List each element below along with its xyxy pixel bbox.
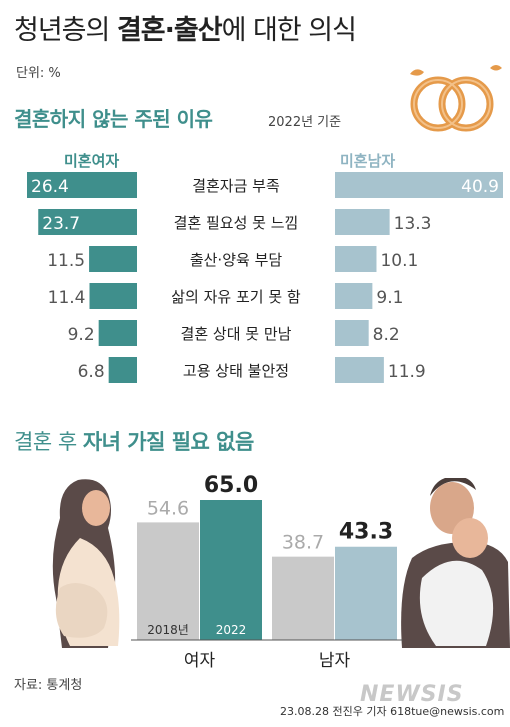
legend-2018: 2018년 [147,623,189,637]
legend-male: 미혼남자 [340,152,396,170]
section2-title: 결혼 후 자녀 가질 필요 없음 [14,430,254,454]
father-child-illustration [401,478,510,648]
bar-female-4 [98,320,137,346]
value-2018-1: 38.7 [282,532,324,554]
bar-male-0 [335,172,503,198]
bar-2018-0 [137,522,199,640]
bar-male-4 [335,320,369,346]
unit-label: 단위: % [16,66,61,81]
bar-female-5 [108,357,137,383]
bar-2022-1 [335,546,397,640]
bar-2022-0 [200,500,262,640]
value-male-2: 10.1 [380,251,418,271]
section1-title: 결혼하지 않는 주된 이유 [14,107,213,131]
pregnant-woman-illustration [52,479,120,648]
value-male-0: 40.9 [461,177,499,197]
group-label-1: 남자 [319,651,351,670]
no-children-bar-chart: 54.6 65.0 여자 2018년 2022 38.7 43.3 남자 [131,473,403,670]
bar-male-3 [335,283,373,309]
value-2022-0: 65.0 [204,473,258,498]
value-female-2: 11.5 [47,251,85,271]
category-label-3: 삶의 자유 포기 못 함 [171,288,301,306]
value-female-5: 6.8 [78,362,105,382]
category-label-1: 결혼 필요성 못 느낌 [174,214,299,232]
bar-female-0 [27,172,137,198]
value-male-3: 9.1 [376,288,403,308]
wedding-rings-icon [410,65,502,132]
watermark-logo: NEWSIS [360,682,464,707]
bar-male-5 [335,357,384,383]
page-title: 청년층의 결혼·출산에 대한 의식 [14,15,357,46]
category-label-5: 고용 상태 불안정 [183,362,289,380]
legend-2022: 2022 [216,623,247,637]
value-2022-1: 43.3 [339,520,393,545]
category-label-4: 결혼 상대 못 만남 [181,325,292,343]
category-label-0: 결혼자금 부족 [192,177,280,195]
reasons-bar-chart: 26.4 40.9 결혼자금 부족 23.7 13.3 결혼 필요성 못 느낌 11.5 10… [27,172,503,383]
bar-female-3 [89,283,137,309]
value-2018-0: 54.6 [147,497,189,519]
section1-note: 2022년 기준 [268,115,342,130]
legend-female: 미혼여자 [64,152,120,170]
value-female-1: 23.7 [42,214,80,234]
source-label: 자료: 통계청 [14,678,83,693]
bar-female-2 [89,246,137,272]
credit-line: 23.08.28 전진우 기자 618tue@newsis.com [280,705,505,718]
bar-female-1 [38,209,137,235]
group-label-0: 여자 [184,651,216,670]
bar-male-2 [335,246,377,272]
value-female-0: 26.4 [31,177,69,197]
value-female-4: 9.2 [68,325,95,345]
category-label-2: 출산·양육 부담 [190,251,283,269]
value-male-5: 11.9 [388,362,426,382]
value-male-4: 8.2 [373,325,400,345]
bar-2018-1 [272,556,334,640]
bar-male-1 [335,209,390,235]
value-male-1: 13.3 [394,214,432,234]
value-female-3: 11.4 [48,288,86,308]
